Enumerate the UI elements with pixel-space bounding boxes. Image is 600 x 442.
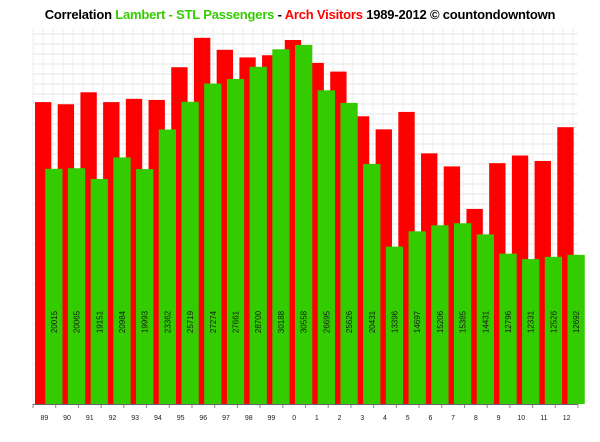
x-tick-label: 9 [497, 415, 501, 422]
passenger-bar-93 [136, 169, 154, 404]
passenger-value-label: 30558 [300, 310, 309, 333]
x-tick-label: 94 [154, 415, 162, 422]
passenger-value-label: 20431 [368, 310, 377, 333]
passenger-value-label: 12692 [572, 310, 581, 333]
passenger-value-label: 23362 [163, 310, 172, 333]
x-tick-label: 4 [383, 415, 387, 422]
passenger-bar-12 [567, 254, 585, 404]
passenger-value-label: 20065 [73, 310, 82, 333]
passenger-value-label: 27661 [232, 310, 241, 333]
passenger-value-label: 12526 [549, 310, 558, 333]
passenger-bar-98 [249, 66, 267, 405]
x-tick-label: 92 [109, 415, 117, 422]
x-tick-label: 1 [315, 415, 319, 422]
passenger-value-label: 27274 [209, 310, 218, 333]
passenger-value-label: 20984 [118, 310, 127, 333]
title-part-0: Correlation [44, 7, 116, 22]
passenger-bar-9 [499, 253, 517, 404]
passenger-value-label: 15385 [459, 310, 468, 333]
passenger-bar-7 [453, 223, 472, 404]
x-tick-label: 91 [86, 415, 94, 422]
x-tick-label: 90 [63, 415, 71, 422]
x-tick-label: 12 [563, 415, 571, 422]
x-tick-label: 11 [540, 415, 547, 422]
x-tick-label: 89 [40, 415, 48, 422]
passenger-bars [45, 44, 585, 405]
x-tick-label: 96 [199, 415, 207, 422]
passenger-bar-8 [476, 234, 494, 404]
x-tick-label: 97 [222, 415, 230, 422]
title-part-3: Arch Visitors [284, 7, 363, 22]
passenger-value-label: 20015 [50, 310, 59, 333]
x-tick-label: 95 [177, 415, 185, 422]
passenger-bar-5 [408, 231, 426, 404]
x-tick-label: 98 [245, 415, 253, 422]
passenger-bar-95 [181, 101, 199, 404]
passenger-value-label: 30188 [277, 310, 286, 333]
passenger-bar-89 [45, 168, 63, 404]
passenger-value-label: 19151 [95, 310, 104, 333]
passenger-bar-91 [90, 178, 108, 404]
passenger-bar-96 [204, 83, 222, 404]
passenger-bar-0 [295, 44, 313, 404]
passenger-bar-97 [226, 78, 245, 405]
passenger-bar-6 [431, 225, 449, 404]
passenger-bar-92 [113, 157, 131, 404]
passenger-bar-3 [363, 163, 381, 404]
passenger-value-label: 14697 [413, 310, 422, 333]
x-tick-label: 10 [517, 415, 525, 422]
chart-title: Correlation Lambert - STL Passengers - A… [0, 7, 600, 22]
passenger-bar-10 [522, 259, 540, 404]
passenger-value-label: 12796 [504, 310, 513, 333]
passenger-value-label: 19993 [141, 310, 150, 333]
passenger-value-label: 28700 [254, 310, 263, 333]
passenger-bar-90 [67, 168, 86, 404]
passenger-bar-2 [340, 102, 358, 404]
x-tick-label: 99 [268, 415, 276, 422]
x-tick-label: 6 [428, 415, 432, 422]
passenger-value-label: 15206 [436, 310, 445, 333]
x-axis: 89 90 91 92 93 94 95 96 97 98 99 0 1 2 3 4 5 6 7 8 9 10 11 12 [32, 404, 579, 422]
passenger-bar-11 [544, 256, 563, 404]
passenger-bar-99 [272, 49, 290, 404]
passenger-value-label: 13396 [390, 310, 399, 333]
x-tick-label: 8 [474, 415, 478, 422]
passenger-bar-4 [385, 246, 404, 404]
x-tick-label: 3 [360, 415, 364, 422]
x-tick-label: 2 [338, 415, 342, 422]
title-part-2: - [274, 7, 285, 22]
passenger-value-label: 12331 [527, 310, 536, 333]
title-part-4: 1989-2012 © countondowntown [362, 7, 556, 22]
title-part-1: Lambert - STL Passengers [115, 7, 275, 22]
passenger-value-label: 26695 [322, 310, 331, 333]
passenger-bar-94 [158, 129, 177, 404]
passenger-value-label: 14431 [481, 310, 490, 333]
x-tick-label: 93 [131, 415, 139, 422]
passenger-bar-1 [317, 90, 335, 405]
x-tick-label: 7 [451, 415, 455, 422]
x-tick-label: 0 [292, 415, 296, 422]
passenger-value-label: 25719 [186, 310, 195, 333]
passenger-value-label: 25626 [345, 310, 354, 333]
x-tick-label: 5 [406, 415, 410, 422]
bar-value-labels: 20015 20065 19151 20984 19993 23362 25719 27274… [50, 310, 581, 333]
